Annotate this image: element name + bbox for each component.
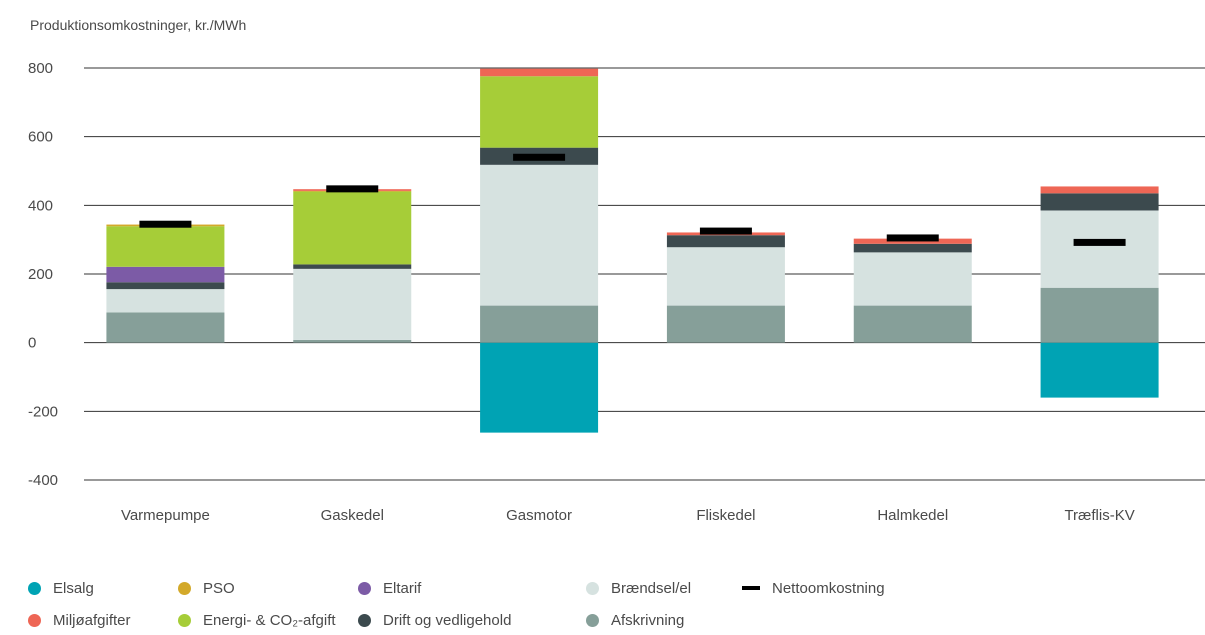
bar-segment-eltarif xyxy=(106,266,225,283)
legend-label: Brændsel/el xyxy=(611,579,692,597)
legend-swatch xyxy=(586,613,599,627)
x-tick-label: Gaskedel xyxy=(321,507,384,524)
legend-swatch xyxy=(178,613,191,627)
bar-segment-afskrivning xyxy=(106,312,225,343)
bar-segment-afskrivning xyxy=(1040,287,1159,343)
legend-swatch xyxy=(358,613,371,627)
y-tick-label: 400 xyxy=(28,197,53,214)
bar-segment-afskrivning xyxy=(666,305,785,343)
legend-swatch xyxy=(178,581,191,595)
bar-segment-miljøafgifter xyxy=(480,68,599,77)
bar-segment-energi-co-afgift xyxy=(106,226,225,267)
legend-item: Elsalg xyxy=(28,578,94,598)
net-cost-marker xyxy=(1073,238,1126,246)
legend-label: Nettoomkostning xyxy=(772,579,885,597)
bar-segment-drift-og-vedligehold xyxy=(1040,193,1159,211)
bar-segment-afskrivning xyxy=(480,305,599,343)
net-cost-marker xyxy=(699,227,752,235)
bar-segment-miljøafgifter xyxy=(1040,186,1159,194)
gridlines xyxy=(84,67,1205,481)
x-tick-label: Gasmotor xyxy=(506,507,572,524)
net-cost-marker xyxy=(326,185,379,193)
bar-segment-energi-co-afgift xyxy=(293,191,412,265)
legend-swatch xyxy=(28,613,41,627)
bar-segment-drift-og-vedligehold xyxy=(106,282,225,290)
legend-swatch xyxy=(742,586,760,590)
y-tick-labels: 800 600 400 200 0 -200 -400 xyxy=(28,60,58,489)
bar-segment-brændsel-el xyxy=(106,289,225,313)
bar-segment-brændsel-el xyxy=(666,247,785,306)
bar-segment-brændsel-el xyxy=(480,164,599,306)
legend-item: Afskrivning xyxy=(586,610,684,630)
legend-label: Drift og vedligehold xyxy=(383,611,512,629)
legend-item: PSO xyxy=(178,578,235,598)
bar-segment-drift-og-vedligehold xyxy=(293,264,412,269)
bar-segment-drift-og-vedligehold xyxy=(853,243,972,253)
bar-segment-energi-co-afgift xyxy=(480,76,599,148)
bar-segment-brændsel-el xyxy=(853,252,972,306)
legend-item: Eltarif xyxy=(358,578,421,598)
legend-label: Afskrivning xyxy=(611,611,685,629)
y-axis-label: Produktionsomkostninger, kr./MWh xyxy=(30,17,246,33)
legend-item: Drift og vedligehold xyxy=(358,610,511,630)
legend-label: PSO xyxy=(203,579,235,597)
legend-swatch xyxy=(586,581,599,595)
bar-segment-brændsel-el xyxy=(293,268,412,340)
legend: Elsalg PSO Eltarif Brændsel/el Nettoomkostni… xyxy=(28,578,1128,630)
y-tick-label: 0 xyxy=(28,335,36,352)
x-tick-label: Fliskedel xyxy=(696,507,755,524)
legend-swatch xyxy=(358,581,371,595)
bar-segment-elsalg xyxy=(480,342,599,433)
legend-label: Elsalg xyxy=(53,579,94,597)
net-cost-marker xyxy=(139,220,192,228)
y-tick-label: -200 xyxy=(28,403,58,420)
x-tick-label: Halmkedel xyxy=(877,507,948,524)
x-tick-label: Varmepumpe xyxy=(121,507,210,524)
x-tick-label: Træflis-KV xyxy=(1064,507,1134,524)
legend-label: Miljøafgifter xyxy=(53,611,131,629)
net-cost-marker xyxy=(886,234,939,242)
legend-item: Miljøafgifter xyxy=(28,610,131,630)
legend-item: Brændsel/el xyxy=(586,578,691,598)
net-cost-marker xyxy=(513,153,566,161)
bar-segment-afskrivning xyxy=(293,339,412,343)
legend-item: Energi- & CO₂-afgift xyxy=(178,610,336,630)
y-tick-label: 200 xyxy=(28,266,53,283)
legend-label: Energi- & CO₂-afgift xyxy=(203,611,336,629)
y-tick-label: 600 xyxy=(28,129,53,146)
bars xyxy=(106,68,1159,433)
stacked-bar-chart: Produktionsomkostninger, kr./MWh 800 600 4… xyxy=(28,17,1205,524)
x-tick-labels: Varmepumpe Gaskedel Gasmotor Fliskedel Halmk… xyxy=(121,507,1135,524)
legend-item: Nettoomkostning xyxy=(742,578,885,598)
bar-segment-brændsel-el xyxy=(1040,210,1159,288)
bar-segment-elsalg xyxy=(1040,342,1159,398)
legend-swatch xyxy=(28,581,41,595)
net-cost-markers xyxy=(139,153,1126,246)
legend-label: Eltarif xyxy=(383,579,422,597)
bar-segment-afskrivning xyxy=(853,305,972,343)
bar-segment-drift-og-vedligehold xyxy=(666,235,785,248)
y-tick-label: 800 xyxy=(28,60,53,77)
y-tick-label: -400 xyxy=(28,472,58,489)
